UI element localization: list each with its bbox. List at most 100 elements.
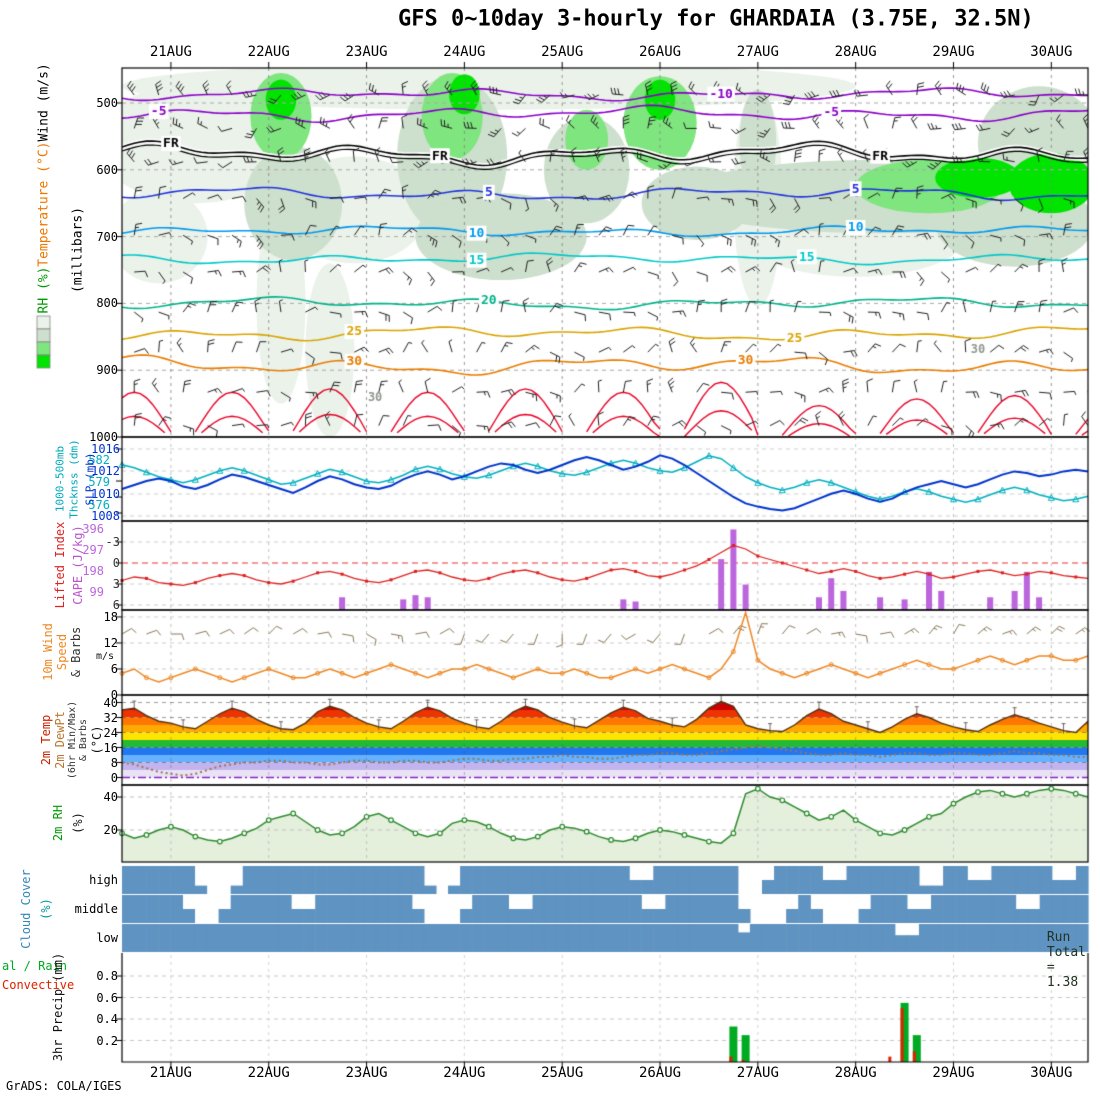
rh2m-ylabel-1-text: 2m RH — [51, 804, 65, 842]
precip-legend-rain: al / Rain — [2, 960, 67, 972]
chart-title: GFS 0~10day 3-hourly for GHARDAIA (3.75E… — [398, 6, 1034, 32]
precip-ylabel: 3hr Precip (mm) — [51, 952, 65, 1062]
temp2m-ylabel-4: & Barbs — [78, 719, 89, 761]
cloud-level-label: high — [89, 873, 118, 887]
cloud-ylabel-1: Cloud Cover — [19, 869, 33, 949]
temp2m-ylabel-2-text: 2m DewPt — [53, 711, 67, 769]
x-axis-day-label-top: 24AUG — [443, 44, 486, 60]
thickness-ylabel-1-text: 1000-500mb — [53, 445, 67, 513]
grads-credit: GrADS: COLA/IGES — [6, 1079, 122, 1093]
wind10m-ylabel-1-text: 10m Wind — [41, 623, 55, 681]
x-axis-day-label-top: 29AUG — [932, 44, 975, 60]
cloud-ylabel-1-text: Cloud Cover — [19, 869, 33, 949]
cape-tick: 396 — [82, 522, 104, 536]
temp2m-unit-label-text: (°C) — [90, 725, 104, 755]
lifted-index-tick: -3 — [105, 535, 120, 549]
upper-temp-wind-ylabel-text: Temperature (°C) — [36, 141, 52, 267]
rh2m-ylabel-2: (%) — [71, 812, 85, 834]
cape-ylabel-text: CAPE (J/kg) — [71, 525, 85, 605]
thickness-tick: 579 — [88, 475, 110, 489]
x-axis-day-label-bottom: 27AUG — [736, 1065, 779, 1081]
x-axis-day-label-top: 25AUG — [541, 44, 584, 60]
upper-temp-wind-ylabel: Temperature (°C)Wind (m/s) — [36, 63, 52, 267]
x-axis-day-label-bottom: 22AUG — [247, 1065, 290, 1081]
wind10m-unit-label: m/s — [96, 652, 114, 662]
slp-tick: 1008 — [91, 509, 120, 523]
slp-tick: 1010 — [91, 487, 120, 501]
temp-tick: 32 — [103, 710, 118, 725]
x-axis-day-label-bottom: 28AUG — [834, 1065, 877, 1081]
millibars-ylabel-text: (millibars) — [70, 206, 86, 294]
cloud-ylabel-2-text: (%) — [39, 898, 53, 920]
wind-speed-tick: 0 — [110, 688, 118, 702]
wind10m-unit-label-text: m/s — [96, 651, 115, 662]
rh2m-ylabel-1: 2m RH — [51, 804, 65, 842]
x-axis-day-label-top: 30AUG — [1030, 44, 1073, 60]
x-axis-day-label-top: 23AUG — [345, 44, 388, 60]
x-axis-day-label-bottom: 26AUG — [638, 1065, 682, 1081]
cloud-level-label: low — [96, 931, 118, 945]
slp-tick: 1016 — [91, 442, 120, 456]
precip-tick: 0.4 — [96, 1012, 118, 1026]
rh-tick: 20 — [103, 823, 118, 837]
wind10m-ylabel-2-text: Speed — [55, 633, 69, 671]
x-axis-day-label-top: 27AUG — [736, 44, 779, 60]
wind-speed-tick: 12 — [103, 635, 118, 650]
temp-tick: 0 — [110, 770, 118, 785]
lifted-index-ylabel-text: Lifted Index — [53, 521, 67, 609]
temp-tick: 8 — [110, 755, 118, 770]
slp-ylabel: SLP (mb) — [83, 452, 97, 506]
precip-tick: 0.8 — [96, 969, 118, 983]
thickness-ylabel-2: Thcknss (dm) — [67, 439, 81, 519]
pressure-tick: 800 — [96, 296, 118, 311]
rh-ylabel-text: RH (%) — [36, 266, 52, 314]
slp-tick: 1012 — [91, 464, 120, 478]
precip-ylabel-text: 3hr Precip (mm) — [51, 952, 65, 1062]
rh2m-ylabel-2-text: (%) — [71, 812, 85, 834]
rh-ylabel: RH (%) — [36, 266, 52, 314]
wind-speed-tick: 6 — [110, 661, 118, 676]
pressure-tick: 700 — [96, 229, 118, 244]
precip-legend-rain-text: al / Rain — [2, 959, 68, 973]
millibars-ylabel: (millibars) — [70, 206, 86, 294]
lifted-index-ylabel: Lifted Index — [53, 521, 67, 609]
cloud-level-label: middle — [74, 902, 118, 916]
x-axis-day-label-top: 28AUG — [834, 44, 877, 60]
pressure-tick: 500 — [96, 96, 118, 110]
pressure-tick: 1000 — [89, 430, 118, 444]
lifted-index-tick: 6 — [112, 598, 120, 612]
temp2m-ylabel-1: 2m Temp — [39, 714, 53, 766]
precip-legend-convective: Convective — [2, 979, 74, 991]
x-axis-day-label-bottom: 25AUG — [541, 1065, 584, 1081]
slp-ylabel-text: SLP (mb) — [83, 452, 97, 506]
temp2m-ylabel-1-text: 2m Temp — [39, 714, 53, 766]
cloud-ylabel-2: (%) — [39, 898, 53, 920]
temp2m-ylabel-2: 2m DewPt — [53, 711, 67, 769]
x-axis-day-label-bottom: 21AUG — [149, 1065, 192, 1081]
temp2m-ylabel-3: (6hr Min/Max) — [67, 701, 78, 779]
cape-tick: 99 — [89, 585, 104, 599]
temp2m-unit-label: (°C) — [90, 725, 104, 755]
cape-ylabel: CAPE (J/kg) — [71, 525, 85, 605]
x-axis-day-label-bottom: 30AUG — [1030, 1065, 1073, 1081]
x-axis-day-label-bottom: 24AUG — [443, 1065, 486, 1081]
thickness-tick: 576 — [88, 498, 110, 512]
precip-tick: 0.6 — [96, 990, 118, 1005]
wind10m-ylabel-1: 10m Wind — [41, 623, 55, 681]
thickness-ylabel-2-text: Thcknss (dm) — [67, 439, 81, 519]
x-axis-day-label-top: 22AUG — [247, 44, 290, 60]
temp-tick: 16 — [103, 740, 118, 755]
temp-tick: 40 — [103, 695, 118, 710]
lifted-index-tick: 0 — [112, 556, 120, 570]
temp-tick: 24 — [103, 725, 118, 740]
thickness-tick: 582 — [88, 453, 110, 467]
precip-legend-convective-text: Convective — [2, 978, 75, 992]
wind10m-ylabel-2: Speed — [55, 633, 69, 671]
wind10m-ylabel-3-text: & Barbs — [69, 626, 83, 678]
pressure-tick: 900 — [96, 363, 118, 378]
lifted-index-tick: 3 — [112, 577, 120, 591]
x-axis-day-label-bottom: 23AUG — [345, 1065, 388, 1081]
rh-tick: 40 — [103, 790, 118, 804]
